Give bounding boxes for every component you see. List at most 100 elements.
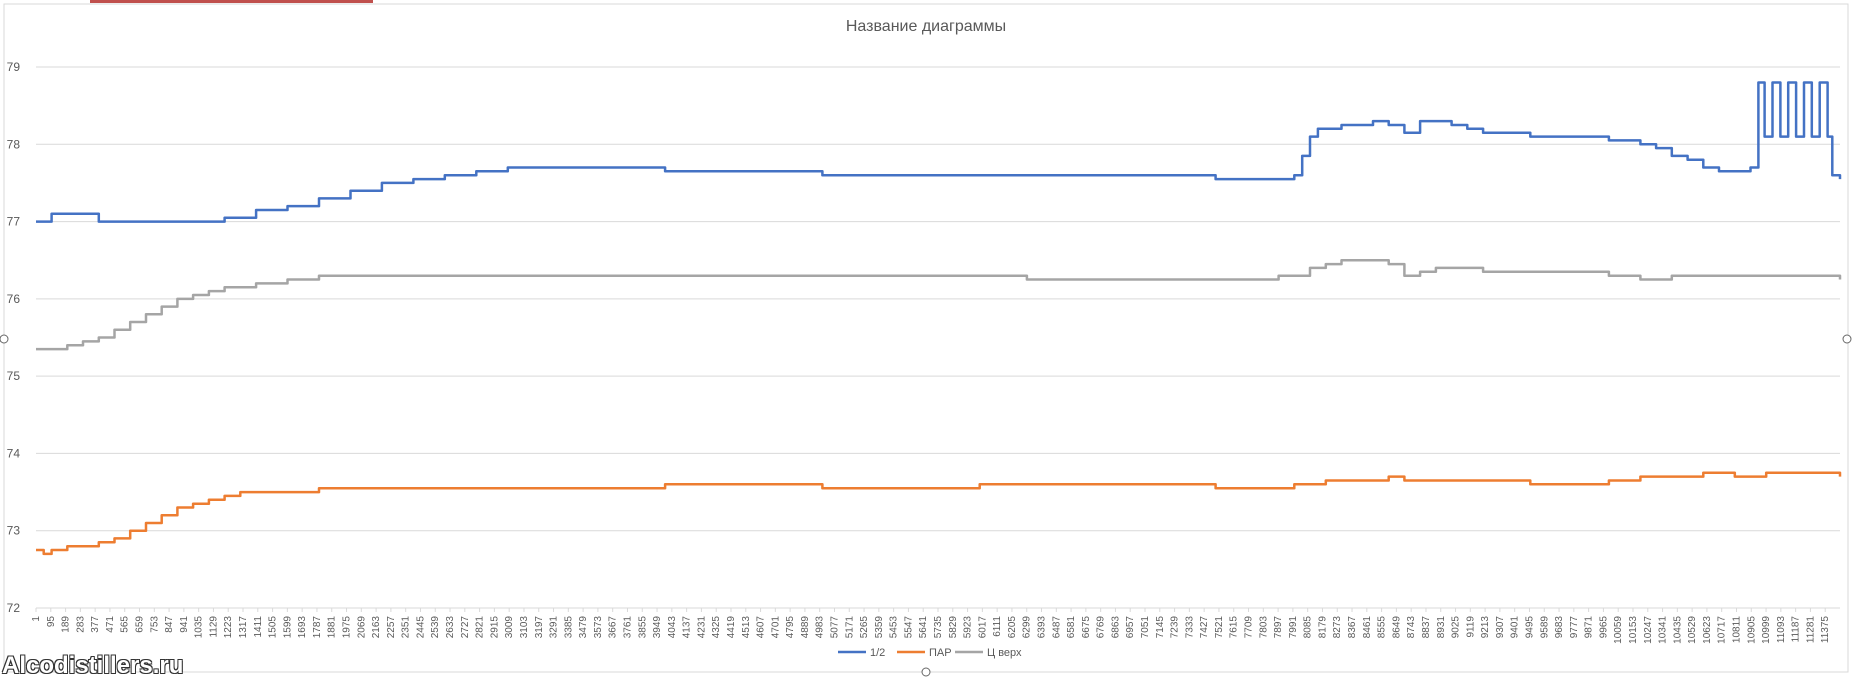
x-tick-label: 9777 xyxy=(1569,616,1580,639)
y-tick-label: 79 xyxy=(7,60,21,74)
x-tick-label: 4419 xyxy=(726,616,737,639)
x-tick-label: 1881 xyxy=(327,616,338,639)
x-tick-label: 2633 xyxy=(445,616,456,639)
x-tick-label: 1035 xyxy=(194,616,205,639)
x-tick-label: 3009 xyxy=(504,616,515,639)
x-tick-label: 3479 xyxy=(578,616,589,639)
x-tick-label: 6017 xyxy=(977,616,988,639)
x-tick-label: 6581 xyxy=(1066,616,1077,639)
x-tick-label: 3667 xyxy=(608,616,619,639)
chart-frame[interactable] xyxy=(3,3,1849,673)
x-tick-label: 8085 xyxy=(1303,616,1314,639)
x-tick-label: 3855 xyxy=(637,616,648,639)
x-tick-label: 3197 xyxy=(534,616,545,639)
x-tick-label: 5923 xyxy=(963,616,974,639)
y-tick-label: 75 xyxy=(7,369,21,383)
x-tick-label: 1505 xyxy=(268,616,279,639)
x-tick-label: 1693 xyxy=(297,616,308,639)
x-tick-label: 9871 xyxy=(1584,616,1595,639)
x-tick-label: 95 xyxy=(46,616,57,628)
x-tick-label: 7615 xyxy=(1229,616,1240,639)
x-tick-label: 10341 xyxy=(1658,616,1669,644)
y-tick-label: 73 xyxy=(7,524,21,538)
x-tick-label: 10059 xyxy=(1613,616,1624,644)
resize-handle-left[interactable] xyxy=(0,334,9,344)
x-tick-label: 6675 xyxy=(1081,616,1092,639)
x-tick-label: 4795 xyxy=(785,616,796,639)
x-tick-label: 9495 xyxy=(1524,616,1535,639)
y-tick-label: 72 xyxy=(7,601,21,615)
x-tick-label: 3103 xyxy=(519,616,530,639)
series-line-2 xyxy=(36,258,1842,351)
x-tick-label: 1129 xyxy=(208,616,219,638)
x-tick-label: 6205 xyxy=(1007,616,1018,639)
x-tick-label: 2539 xyxy=(430,616,441,639)
x-tick-label: 3291 xyxy=(549,616,560,639)
x-tick-label: 1599 xyxy=(282,616,293,639)
x-tick-label: 6111 xyxy=(992,616,1003,637)
x-tick-label: 7427 xyxy=(1199,616,1210,639)
x-tick-label: 6299 xyxy=(1022,616,1033,639)
x-tick-label: 4231 xyxy=(696,616,707,639)
x-tick-label: 2727 xyxy=(460,616,471,639)
x-tick-label: 8367 xyxy=(1347,616,1358,639)
x-tick-label: 6957 xyxy=(1125,616,1136,639)
x-tick-label: 10153 xyxy=(1628,616,1639,644)
x-tick-label: 9589 xyxy=(1539,616,1550,639)
x-tick-label: 9119 xyxy=(1465,616,1476,638)
legend: 1/2 ПАР Ц верх xyxy=(838,647,1022,659)
series-line-1 xyxy=(36,471,1842,556)
x-tick-label: 1787 xyxy=(312,616,323,639)
x-axis: 1 95 189 283 377 471 565 659 753 847 941 1035 1129 12… xyxy=(31,608,1831,644)
x-tick-label: 10247 xyxy=(1643,616,1654,644)
x-tick-label: 11375 xyxy=(1820,616,1831,644)
x-tick-label: 6863 xyxy=(1110,616,1121,639)
x-tick-label: 2821 xyxy=(475,616,486,639)
x-tick-label: 471 xyxy=(105,616,116,633)
x-tick-label: 7333 xyxy=(1184,616,1195,639)
series-line-0 xyxy=(36,81,1842,223)
x-tick-label: 2445 xyxy=(415,616,426,639)
x-tick-label: 7051 xyxy=(1140,616,1151,639)
watermark-logo: Alcodistillers.ru xyxy=(2,652,184,679)
x-tick-label: 7145 xyxy=(1155,616,1166,639)
x-tick-label: 4889 xyxy=(800,616,811,639)
x-tick-label: 4325 xyxy=(711,616,722,639)
x-tick-label: 3949 xyxy=(652,616,663,639)
x-tick-label: 6487 xyxy=(1051,616,1062,639)
x-tick-label: 5735 xyxy=(933,616,944,639)
x-tick-label: 10905 xyxy=(1746,616,1757,644)
x-tick-label: 8649 xyxy=(1391,616,1402,639)
legend-label: ПАР xyxy=(929,647,952,659)
grid-layer xyxy=(36,66,1840,609)
x-tick-label: 4701 xyxy=(770,616,781,639)
x-tick-label: 9025 xyxy=(1451,616,1462,639)
x-tick-label: 2257 xyxy=(386,616,397,639)
x-tick-label: 5265 xyxy=(859,616,870,639)
x-tick-label: 8743 xyxy=(1406,616,1417,639)
x-tick-label: 5641 xyxy=(918,616,929,639)
x-tick-label: 4137 xyxy=(682,616,693,639)
y-tick-label: 74 xyxy=(7,446,21,460)
x-tick-label: 5171 xyxy=(844,616,855,639)
x-tick-label: 1223 xyxy=(223,616,234,639)
x-tick-label: 847 xyxy=(164,616,175,633)
x-tick-label: 5829 xyxy=(948,616,959,639)
x-tick-label: 283 xyxy=(75,616,86,633)
x-tick-label: 1411 xyxy=(253,616,264,638)
x-tick-label: 1317 xyxy=(238,616,249,639)
x-tick-label: 5359 xyxy=(874,616,885,639)
x-tick-label: 11281 xyxy=(1805,616,1816,644)
x-tick-label: 6393 xyxy=(1037,616,1048,639)
x-tick-label: 9307 xyxy=(1495,616,1506,639)
x-tick-label: 10717 xyxy=(1717,616,1728,644)
resize-handle-right[interactable] xyxy=(1842,334,1852,344)
x-tick-label: 7709 xyxy=(1244,616,1255,639)
x-tick-label: 10999 xyxy=(1761,616,1772,644)
x-tick-label: 2163 xyxy=(371,616,382,639)
resize-handle-bottom[interactable] xyxy=(921,667,931,677)
x-tick-label: 10623 xyxy=(1702,616,1713,644)
x-tick-label: 2351 xyxy=(401,616,412,639)
x-tick-label: 11093 xyxy=(1776,616,1787,644)
